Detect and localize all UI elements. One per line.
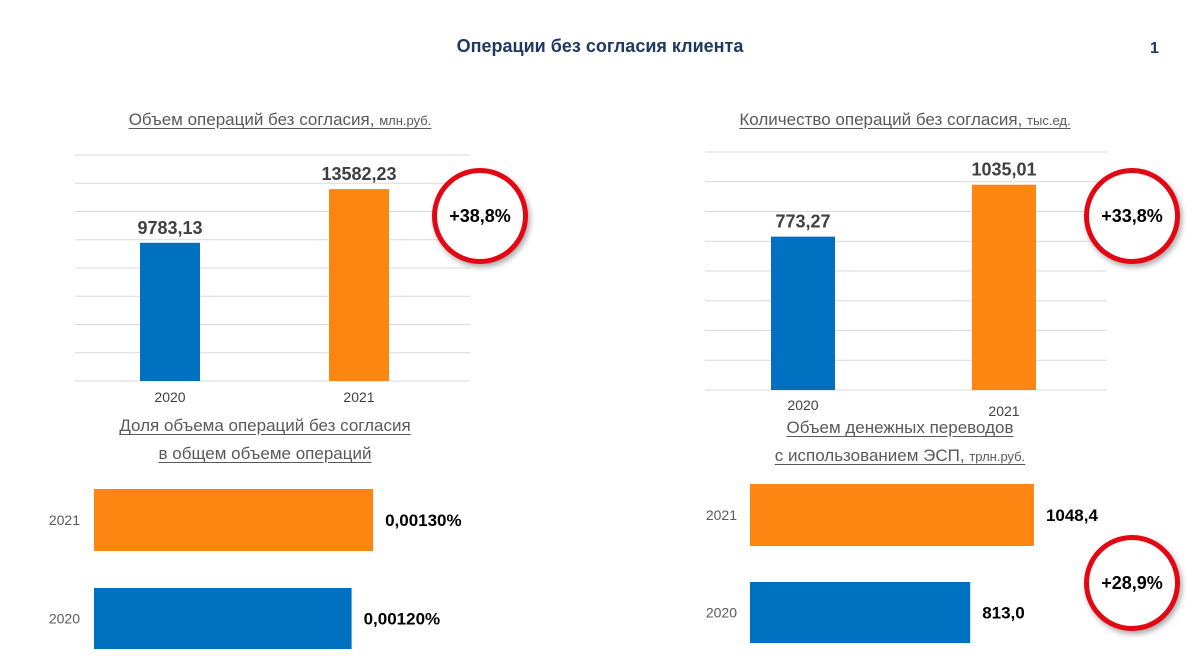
transfers-chart-title-line1: Объем денежных переводов <box>786 418 1014 437</box>
volume-chart-title: Объем операций без согласия, млн.руб. <box>60 106 500 135</box>
transfers-chart-title-line2-text: с использованием ЭСП, <box>774 446 965 465</box>
volume-bar-2021 <box>329 189 389 381</box>
page-number: 1 <box>1150 40 1159 57</box>
volume-tick-label-2020: 2020 <box>154 389 185 405</box>
share-bar-2021 <box>94 489 374 551</box>
page-title: Операции без согласия клиента <box>456 36 744 56</box>
share-chart-title: Доля объема операций без согласия в обще… <box>40 412 490 468</box>
count-bar-2020 <box>771 236 835 390</box>
share-chart-title-line1: Доля объема операций без согласия <box>119 416 411 435</box>
volume-tick-label-2021: 2021 <box>343 389 374 405</box>
share-category-label-2020: 2020 <box>49 611 80 627</box>
share-value-label-2020: 0,00120% <box>364 610 441 629</box>
volume-value-label-2020: 9783,13 <box>137 218 202 238</box>
share-bar-2020 <box>94 588 352 649</box>
share-chart-title-line2: в общем объеме операций <box>158 444 372 463</box>
count-tick-label-2021: 2021 <box>988 403 1019 419</box>
count-value-label-2020: 773,27 <box>775 212 830 232</box>
volume-value-label-2021: 13582,23 <box>321 164 396 184</box>
share-category-label-2021: 2021 <box>49 512 80 528</box>
volume-growth-badge: +38,8% <box>432 168 528 264</box>
transfers-bar-2020 <box>750 582 971 643</box>
count-bar-2021 <box>972 184 1036 390</box>
transfers-category-label-2021: 2021 <box>706 507 737 523</box>
count-growth-badge: +33,8% <box>1084 168 1180 264</box>
transfers-chart-unit: трлн.руб. <box>969 449 1026 464</box>
transfers-chart-title-line2: с использованием ЭСП, трлн.руб. <box>680 442 1120 471</box>
transfers-category-label-2020: 2020 <box>706 605 737 621</box>
transfers-value-label-2021: 1048,4 <box>1046 506 1099 525</box>
transfers-chart-title: Объем денежных переводов с использование… <box>680 414 1120 471</box>
count-tick-label-2020: 2020 <box>787 397 818 413</box>
transfers-bar-2021 <box>750 484 1034 546</box>
volume-chart-title-text: Объем операций без согласия, <box>128 110 375 129</box>
share-value-label-2021: 0,00130% <box>385 511 462 530</box>
transfers-value-label-2020: 813,0 <box>982 604 1025 623</box>
count-value-label-2021: 1035,01 <box>971 160 1036 180</box>
count-chart-title-text: Количество операций без согласия, <box>739 110 1023 129</box>
transfers-growth-badge: +28,9% <box>1084 535 1180 631</box>
count-chart-unit: тыс.ед. <box>1027 113 1071 128</box>
count-chart-title: Количество операций без согласия, тыс.ед… <box>670 106 1140 135</box>
volume-bar-2020 <box>140 242 200 381</box>
volume-chart-unit: млн.руб. <box>379 113 432 128</box>
